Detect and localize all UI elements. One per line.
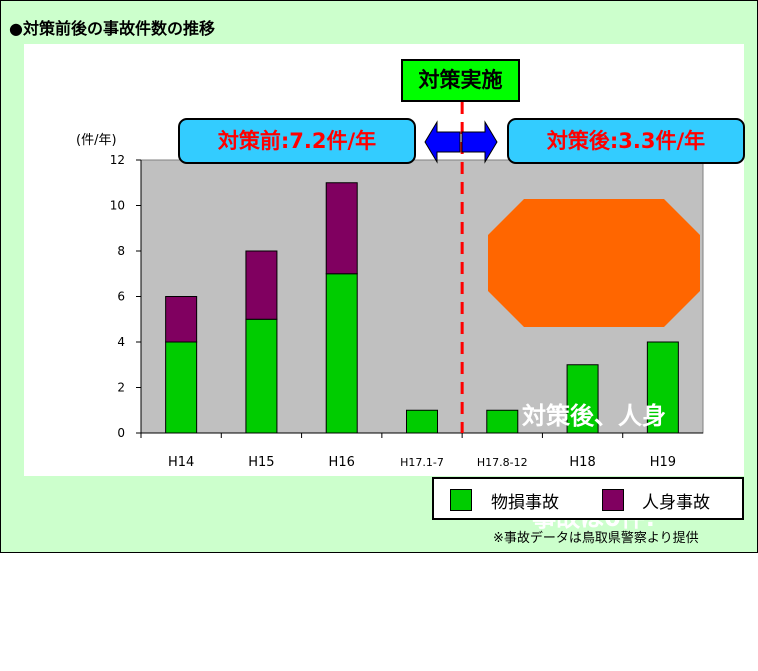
y-tick-label: 0 bbox=[117, 426, 125, 440]
legend-swatch-injury bbox=[602, 489, 624, 511]
x-tick-label: H14 bbox=[168, 455, 194, 470]
y-tick-label: 12 bbox=[110, 153, 125, 167]
bar-injury-1 bbox=[245, 250, 278, 320]
arrow-left-icon bbox=[424, 120, 461, 164]
bar-property-0 bbox=[165, 341, 198, 434]
octagon-shape bbox=[488, 199, 700, 327]
after-average-box: 対策後:3.3件/年 bbox=[507, 118, 745, 164]
arrow-right-icon bbox=[461, 120, 498, 164]
x-tick-label: H19 bbox=[650, 455, 676, 470]
y-tick-label: 10 bbox=[110, 199, 125, 213]
x-tick-label: H17.8-12 bbox=[477, 456, 528, 469]
bar-injury-0 bbox=[165, 296, 198, 343]
y-tick-label: 8 bbox=[117, 244, 125, 258]
bar-property-1 bbox=[245, 318, 278, 434]
chart-heading: ●対策前後の事故件数の推移 bbox=[9, 19, 215, 38]
x-tick-label: H18 bbox=[569, 455, 595, 470]
chart-svg: 0 2 4 6 8 10 12 H14 H15 H16 H17.1-7 H17.8-12 H18 H19 bbox=[110, 102, 704, 470]
x-tick-label: H15 bbox=[248, 455, 274, 470]
x-axis: H14 H15 H16 H17.1-7 H17.8-12 H18 H19 bbox=[140, 432, 703, 470]
double-arrow bbox=[424, 120, 498, 164]
legend: 物損事故 人身事故 bbox=[432, 477, 744, 520]
source-note: ※事故データは鳥取県警察より提供 bbox=[493, 531, 699, 546]
x-tick-label: H17.1-7 bbox=[400, 456, 444, 469]
bar-property-2 bbox=[325, 273, 358, 434]
before-average-box: 対策前:7.2件/年 bbox=[178, 118, 416, 164]
y-axis: 0 2 4 6 8 10 12 bbox=[110, 153, 142, 440]
bar-property-6 bbox=[646, 341, 679, 434]
result-callout: 対策後、人身 事故は0件! bbox=[488, 199, 700, 532]
chart-frame: ●対策前後の事故件数の推移 0 2 4 6 8 10 12 H14 H15 H16 H17.1-7… bbox=[0, 0, 758, 553]
legend-swatch-property bbox=[450, 489, 472, 511]
bar-injury-2 bbox=[325, 182, 358, 275]
implementation-label: 対策実施 bbox=[401, 59, 520, 102]
y-tick-label: 4 bbox=[117, 335, 125, 349]
x-tick-label: H16 bbox=[329, 455, 355, 470]
y-tick-label: 6 bbox=[117, 290, 125, 304]
bars-group bbox=[165, 182, 679, 434]
callout-line-1: 対策後、人身 bbox=[522, 402, 666, 430]
y-axis-unit-label: (件/年) bbox=[76, 133, 117, 148]
legend-label-property: 物損事故 bbox=[491, 493, 559, 513]
bar-property-3 bbox=[406, 409, 438, 434]
legend-label-injury: 人身事故 bbox=[642, 493, 710, 513]
y-tick-label: 2 bbox=[117, 381, 125, 395]
